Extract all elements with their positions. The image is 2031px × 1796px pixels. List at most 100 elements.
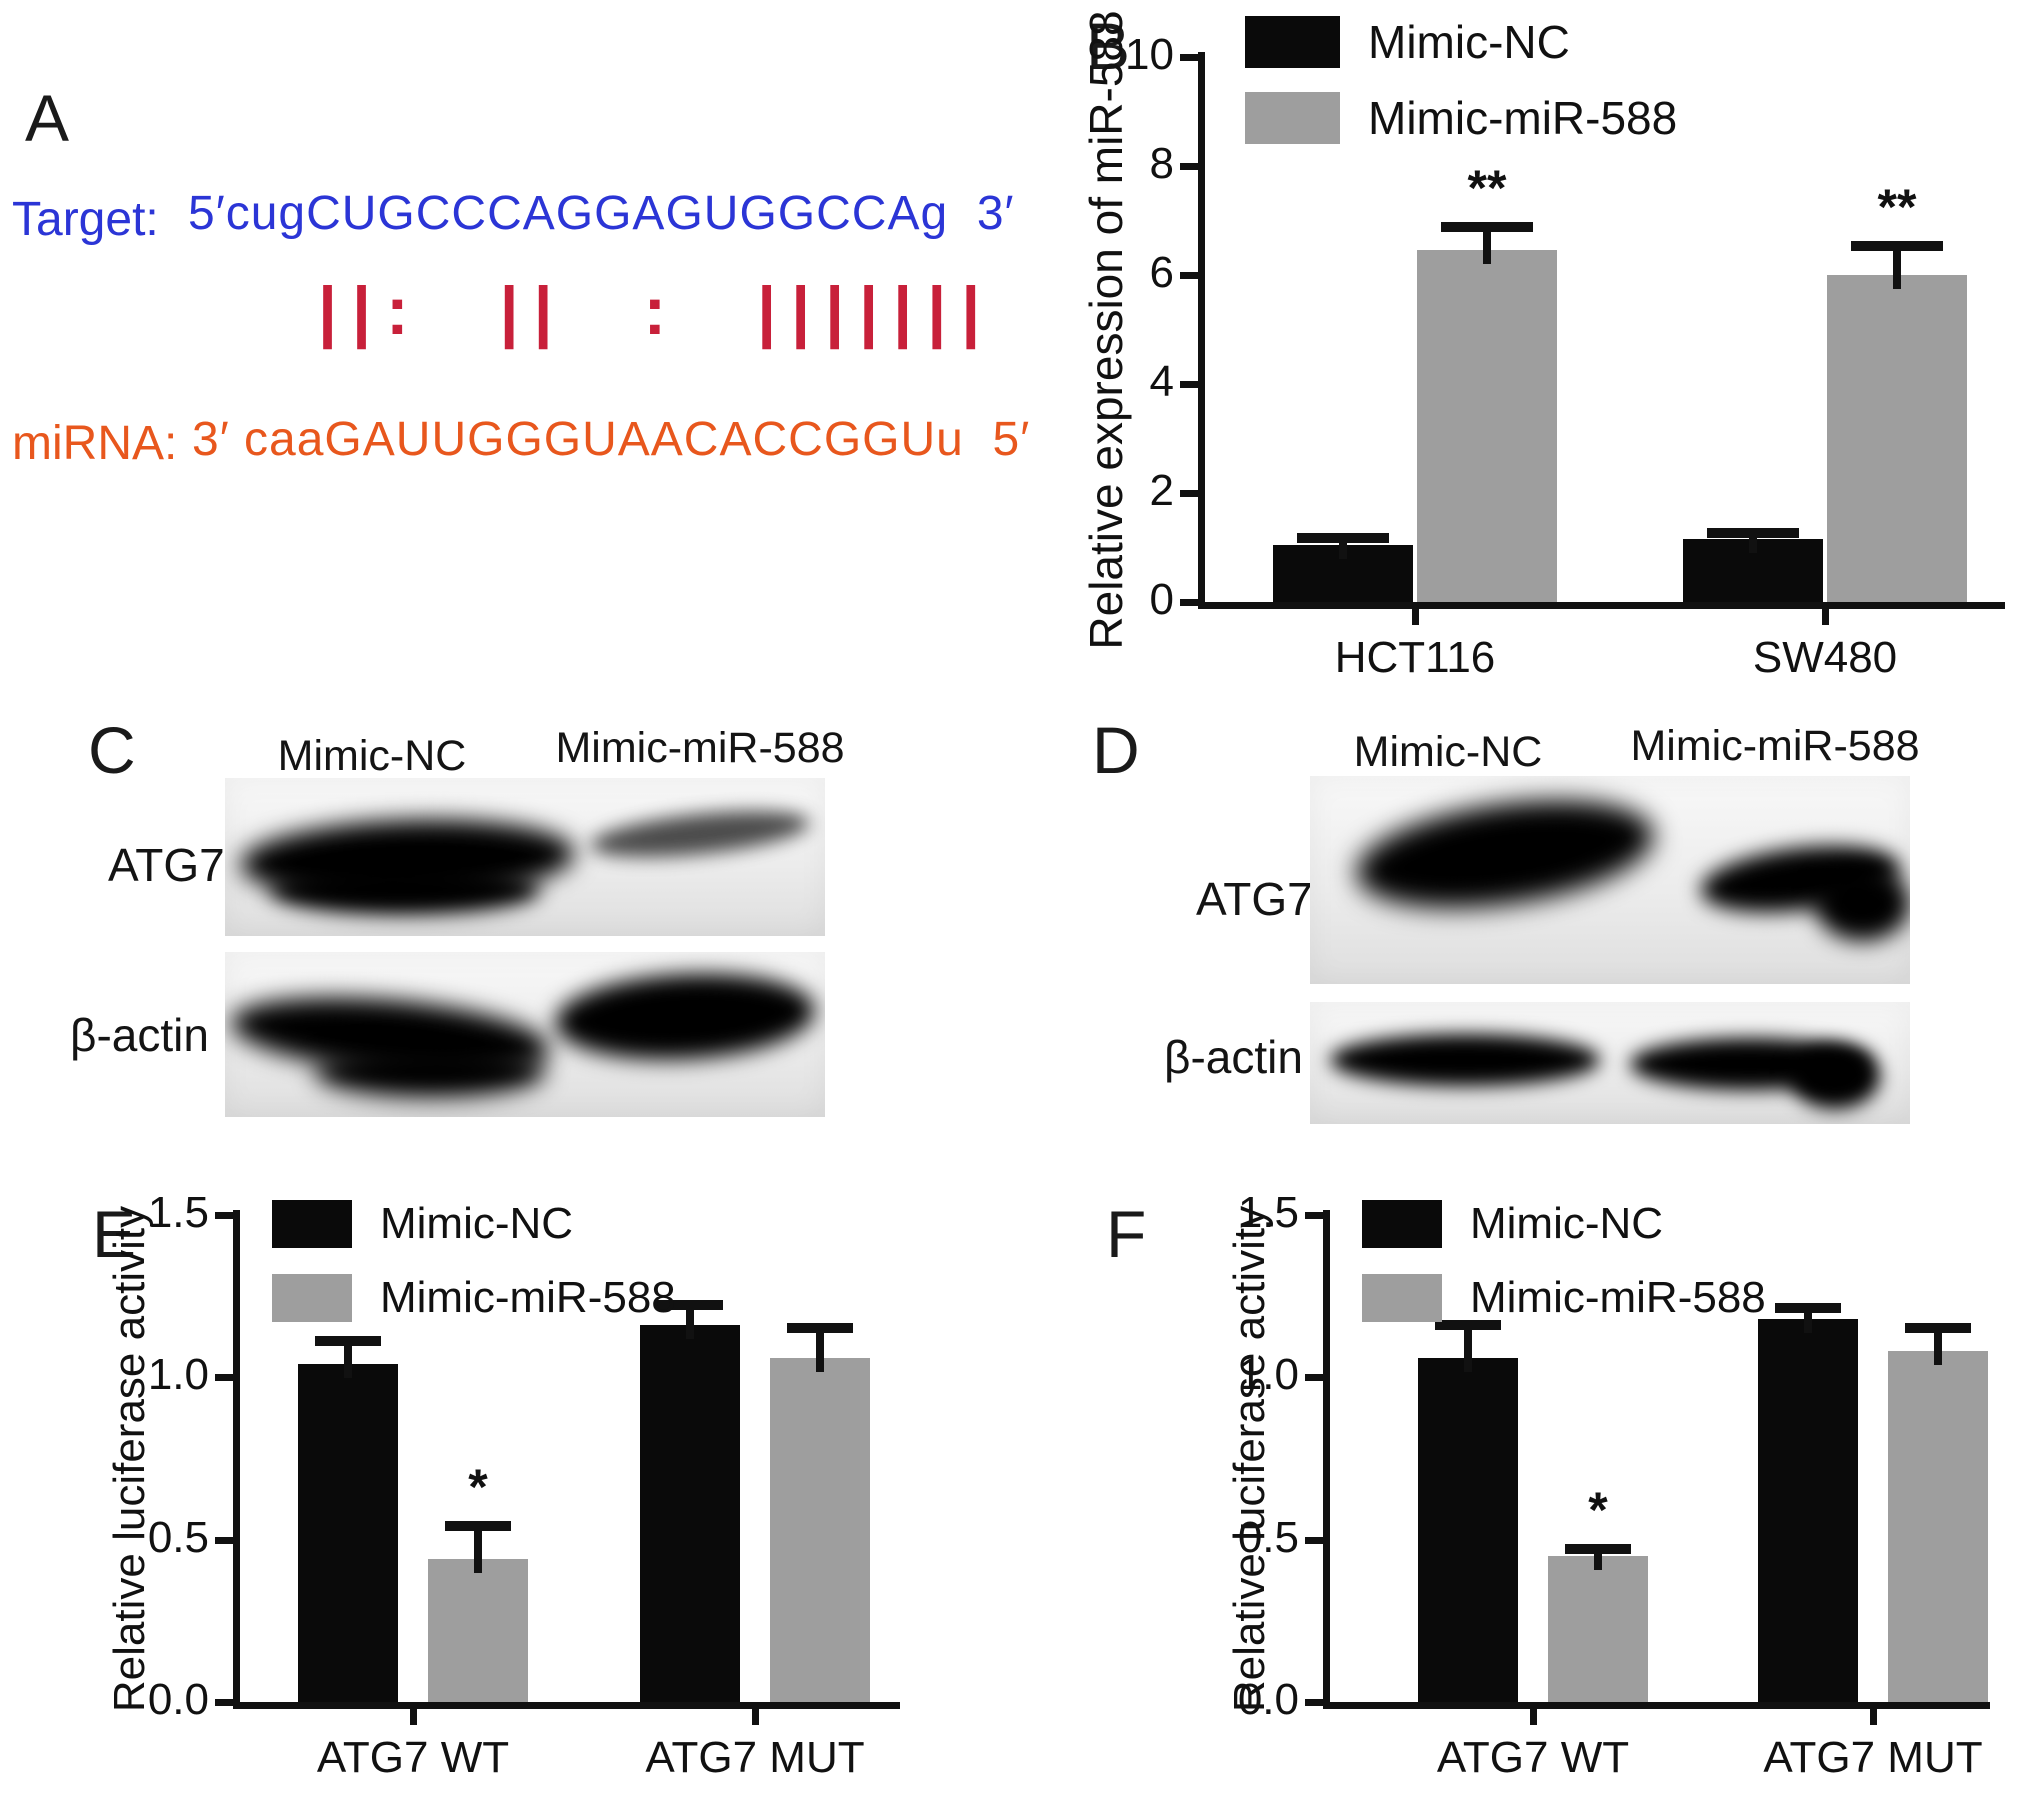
- significance-label: *: [1588, 1481, 1608, 1538]
- legend-label: Mimic-miR-588: [1368, 92, 1678, 144]
- y-tick-mark: [1180, 381, 1198, 388]
- significance-label: **: [1467, 160, 1507, 217]
- y-tick-label: 4: [1149, 357, 1174, 406]
- error-bar-stem: [1594, 1552, 1602, 1570]
- bar-Mimic-NC: [1758, 1318, 1858, 1702]
- legend-label: Mimic-miR-588: [1470, 1273, 1766, 1322]
- legend-swatch-Mimic-NC: [272, 1200, 352, 1248]
- blot-band: [588, 802, 812, 866]
- error-bar-stem: [1804, 1312, 1812, 1333]
- panel-c-atg7-label: ATG7: [108, 839, 225, 891]
- x-tick-mark: [1870, 1709, 1877, 1725]
- bar-Mimic-miR-588: [1888, 1351, 1988, 1702]
- blot-band: [552, 967, 818, 1066]
- bar-Mimic-miR-588: [1548, 1555, 1648, 1702]
- y-tick-mark: [1180, 490, 1198, 497]
- y-tick-mark: [215, 1699, 233, 1706]
- blot-band: [1349, 783, 1661, 925]
- error-bar-stem: [1749, 536, 1757, 554]
- y-axis-title: Relative luciferase activity: [105, 1205, 154, 1712]
- error-bar-cap: [787, 1322, 853, 1333]
- y-tick-label: 1.0: [1237, 1350, 1299, 1400]
- panel-d-bactin-blot: [1310, 1002, 1910, 1124]
- blot-band: [1790, 1044, 1880, 1109]
- bar-Mimic-NC: [1418, 1357, 1518, 1702]
- y-tick-mark: [215, 1536, 233, 1544]
- y-tick-mark: [1180, 163, 1198, 170]
- legend-label: Mimic-miR-588: [380, 1273, 676, 1322]
- error-bar-cap: [315, 1335, 381, 1346]
- bar-Mimic-NC: [640, 1325, 740, 1702]
- mirna-row-label: miRNA:: [12, 417, 178, 470]
- x-axis-line: [1198, 602, 2005, 609]
- error-bar-cap: [1707, 527, 1799, 538]
- panel-c-bactin-label: β-actin: [70, 1009, 209, 1061]
- panel-a-letter: A: [25, 81, 70, 155]
- y-tick-label: 1.5: [1237, 1188, 1299, 1237]
- error-bar-cap: [1775, 1303, 1841, 1314]
- panel-d-bactin-label: β-actin: [1164, 1031, 1303, 1083]
- y-tick-label: 1.5: [147, 1188, 209, 1237]
- panel-b-letter: B: [1086, 9, 1131, 83]
- y-tick-mark: [1305, 1536, 1323, 1544]
- blot-band: [315, 1047, 545, 1097]
- panel-d-letter: D: [1092, 713, 1140, 787]
- y-tick-mark: [1305, 1374, 1323, 1382]
- x-category-label: SW480: [1752, 633, 1898, 682]
- panel-d-lane-label-nc: Mimic-NC: [1353, 728, 1543, 776]
- y-tick-mark: [1180, 272, 1198, 279]
- x-category-label: ATG7 MUT: [1763, 1733, 1983, 1782]
- error-bar-cap: [1441, 222, 1533, 233]
- y-tick-mark: [1305, 1699, 1323, 1706]
- y-tick-mark: [215, 1374, 233, 1382]
- panel-c-bactin-blot: [225, 952, 825, 1117]
- x-category-label: ATG7 WT: [316, 1733, 510, 1782]
- panel-c-atg7-blot: [225, 778, 825, 936]
- legend-swatch-Mimic-NC: [1362, 1200, 1442, 1248]
- y-axis-line: [1198, 52, 1205, 609]
- error-bar-stem: [686, 1309, 694, 1340]
- legend-swatch-Mimic-NC: [1245, 16, 1340, 68]
- panel-e-letter: E: [92, 1197, 137, 1271]
- error-bar-stem: [474, 1529, 482, 1574]
- significance-label: *: [468, 1458, 488, 1515]
- panel-f-letter: F: [1106, 1197, 1147, 1271]
- error-bar-cap: [445, 1520, 511, 1531]
- x-tick-mark: [752, 1709, 759, 1725]
- y-tick-label: 0.5: [1237, 1512, 1299, 1562]
- panel-d-atg7-blot: [1310, 776, 1910, 984]
- error-bar-cap: [1905, 1322, 1971, 1333]
- x-category-label: HCT116: [1334, 633, 1496, 682]
- legend-label: Mimic-NC: [1470, 1199, 1664, 1248]
- error-bar-cap: [1297, 533, 1389, 544]
- error-bar-stem: [1464, 1328, 1472, 1372]
- y-axis-title: Relative expression of miR-588: [1080, 9, 1132, 650]
- y-tick-mark: [215, 1212, 233, 1219]
- panel-c-letter: C: [88, 713, 136, 787]
- error-bar-stem: [1339, 542, 1347, 559]
- bar-Mimic-NC: [298, 1364, 398, 1702]
- error-bar-stem: [816, 1331, 824, 1372]
- y-tick-label: 1.0: [147, 1350, 209, 1400]
- y-tick-label: 2: [1149, 466, 1174, 515]
- bar-Mimic-miR-588: [1827, 275, 1967, 602]
- legend-label: Mimic-NC: [1368, 16, 1570, 68]
- y-axis-title: Relative luciferase activity: [1225, 1205, 1274, 1712]
- error-bar-stem: [344, 1344, 352, 1379]
- y-tick-mark: [1305, 1212, 1323, 1219]
- x-tick-mark: [1822, 609, 1829, 625]
- x-tick-mark: [1412, 609, 1419, 625]
- error-bar-cap: [1851, 241, 1943, 252]
- bar-Mimic-miR-588: [1417, 250, 1557, 602]
- y-tick-label: 6: [1149, 248, 1174, 297]
- y-tick-label: 0: [1149, 575, 1174, 624]
- legend-swatch-Mimic-miR-588: [1362, 1274, 1442, 1322]
- error-bar-stem: [1483, 231, 1491, 265]
- y-tick-label: 0.5: [147, 1512, 209, 1562]
- error-bar-cap: [657, 1300, 723, 1311]
- y-tick-mark: [1180, 599, 1198, 606]
- x-category-label: ATG7 WT: [1436, 1733, 1630, 1782]
- y-axis-line: [1323, 1210, 1330, 1709]
- x-category-label: ATG7 MUT: [645, 1733, 865, 1782]
